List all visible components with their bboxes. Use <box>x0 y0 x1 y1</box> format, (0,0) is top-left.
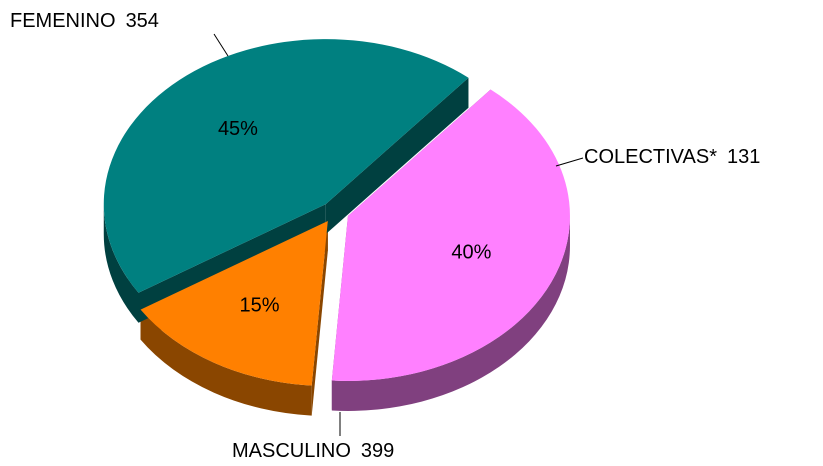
slice <box>140 221 328 386</box>
slice-side <box>311 221 328 416</box>
leader-line <box>213 33 229 57</box>
slice <box>331 89 570 381</box>
slice-rim <box>331 215 570 411</box>
category-label: MASCULINO 399 <box>232 440 394 462</box>
slice-rim <box>103 204 139 323</box>
category-name: FEMENINO <box>10 10 116 32</box>
category-label: FEMENINO 354 <box>10 10 159 32</box>
category-name: COLECTIVAS* <box>584 146 717 168</box>
category-value: 399 <box>361 440 394 462</box>
percent-label: 15% <box>240 294 280 316</box>
leader-line <box>555 157 584 167</box>
percent-label: 40% <box>451 241 491 263</box>
percent-label: 45% <box>218 118 258 140</box>
category-value: 354 <box>126 10 159 32</box>
category-label: COLECTIVAS* 131 <box>584 146 760 168</box>
pie-tops <box>103 39 570 386</box>
category-name: MASCULINO <box>232 440 351 462</box>
labels: 40% 15% 45% FEMENINO 354 COLECTIVAS* 131 MASCUL… <box>10 10 760 462</box>
slice-rim <box>140 309 312 416</box>
category-value: 131 <box>727 146 760 168</box>
slice-side <box>325 77 469 235</box>
slice <box>103 39 469 293</box>
